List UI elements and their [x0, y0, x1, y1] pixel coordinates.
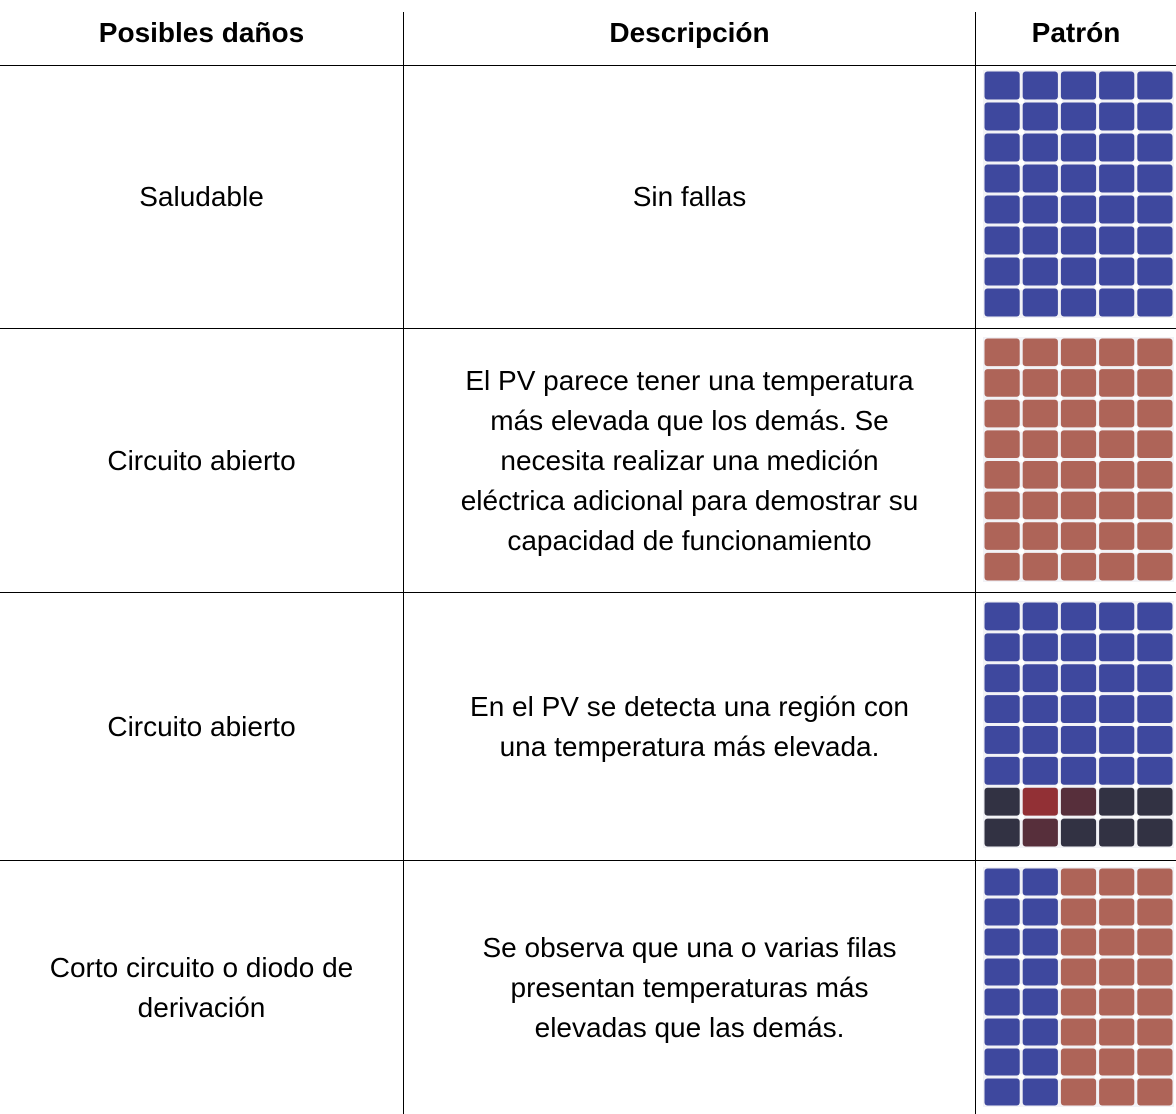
text-line: una temperatura más elevada. [499, 730, 880, 762]
text-line: más elevada que los demás. Se [490, 404, 889, 436]
pattern-image [983, 337, 1174, 582]
pattern-image [983, 70, 1174, 318]
text-line: Corto circuito o diodo de [49, 951, 354, 983]
header-cell: Descripción [609, 16, 770, 48]
header-cell: Patrón [1031, 16, 1121, 48]
description-cell: En el PV se detecta una región con una te… [404, 593, 975, 860]
damage-cell: Circuito abierto [0, 329, 403, 592]
text-line: presentan temperaturas más [510, 971, 869, 1003]
damage-cell: Circuito abierto [0, 593, 403, 860]
header-cell: Posibles daños [98, 16, 305, 48]
text-line: Sin fallas [632, 181, 747, 212]
description-cell: Sin fallas [404, 66, 975, 328]
row-divider [0, 592, 1176, 593]
column-divider [975, 12, 976, 1114]
text-line: El PV parece tener una temperatura [465, 364, 914, 396]
row-divider [0, 328, 1176, 329]
text-line: Circuito abierto [107, 444, 296, 476]
text-line: Saludable [139, 181, 264, 212]
pattern-image [983, 601, 1174, 848]
text-line: Se observa que una o varias filas [482, 931, 897, 963]
description-cell: El PV parece tener una temperatura más el… [404, 329, 975, 592]
damage-cell: Saludable [0, 66, 403, 328]
text-line: capacidad de funcionamiento [507, 524, 872, 556]
text-line: necesita realizar una medición [500, 444, 879, 476]
text-line: eléctrica adicional para demostrar su [460, 484, 919, 516]
pattern-image [983, 867, 1174, 1107]
text-line: elevadas que las demás. [534, 1011, 845, 1043]
row-divider [0, 860, 1176, 861]
row-divider [0, 65, 1176, 66]
column-divider [403, 12, 404, 1114]
description-cell: Se observa que una o varias filas present… [404, 861, 975, 1114]
text-line: En el PV se detecta una región con [470, 690, 909, 722]
text-line: derivación [137, 991, 266, 1023]
text-line: Circuito abierto [107, 710, 296, 742]
damage-cell: Corto circuito o diodo de derivación [0, 861, 403, 1114]
